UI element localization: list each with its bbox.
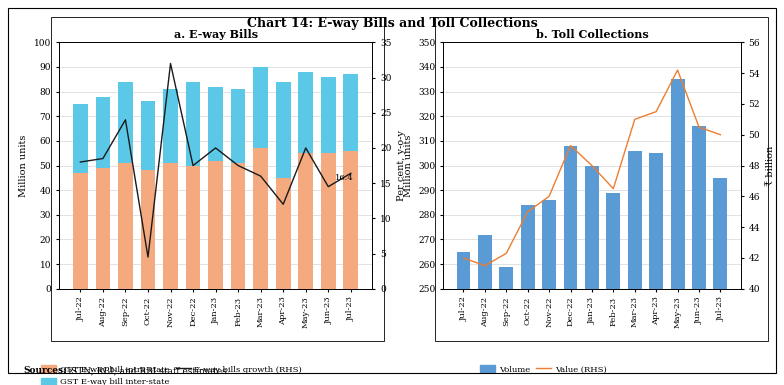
Bar [276,82,291,178]
Bar [253,67,268,148]
Bar [276,178,291,289]
Bar [478,234,492,385]
Bar [606,192,620,385]
Bar [118,163,132,289]
Bar [209,87,223,161]
Bar [713,178,728,385]
Bar [299,72,313,153]
Text: Sources:: Sources: [24,367,67,375]
Title: a. E-way Bills: a. E-way Bills [173,29,258,40]
Y-axis label: Million units: Million units [404,134,412,197]
Y-axis label: Per cent, y-o-y: Per cent, y-o-y [397,130,406,201]
Bar [670,79,684,385]
Bar [456,252,470,385]
Bar [321,153,336,289]
Bar [118,82,132,163]
Bar [230,163,245,289]
Bar [499,266,514,385]
Bar [692,126,706,385]
Bar [186,82,201,166]
Bar [140,171,155,289]
Bar [96,97,111,168]
Bar [96,168,111,289]
Bar [585,166,599,385]
Y-axis label: ₹ billion: ₹ billion [766,146,775,186]
Bar [230,89,245,163]
Y-axis label: Million units: Million units [20,134,28,197]
Bar [343,151,358,289]
Bar [521,205,535,385]
Bar [253,148,268,289]
Text: Chart 14: E-way Bills and Toll Collections: Chart 14: E-way Bills and Toll Collectio… [247,17,537,30]
Legend: Volume, Value (RHS): Volume, Value (RHS) [477,362,610,377]
Bar [543,200,556,385]
Text: GSTN; RBI; and RBI staff estimates.: GSTN; RBI; and RBI staff estimates. [61,367,230,375]
Bar [628,151,641,385]
Bar [209,161,223,289]
Bar [564,146,578,385]
Legend: GST E-way bill intra-state, GST E-way bill inter-state, E-way bills growth (RHS): GST E-way bill intra-state, GST E-way bi… [38,362,305,385]
Bar [649,153,663,385]
Bar [343,74,358,151]
Text: 16.4: 16.4 [335,174,354,182]
Bar [321,77,336,153]
Bar [163,163,178,289]
Bar [163,89,178,163]
Title: b. Toll Collections: b. Toll Collections [535,29,648,40]
Bar [73,104,88,173]
Bar [186,166,201,289]
Bar [299,153,313,289]
Bar [140,102,155,171]
Bar [73,173,88,289]
